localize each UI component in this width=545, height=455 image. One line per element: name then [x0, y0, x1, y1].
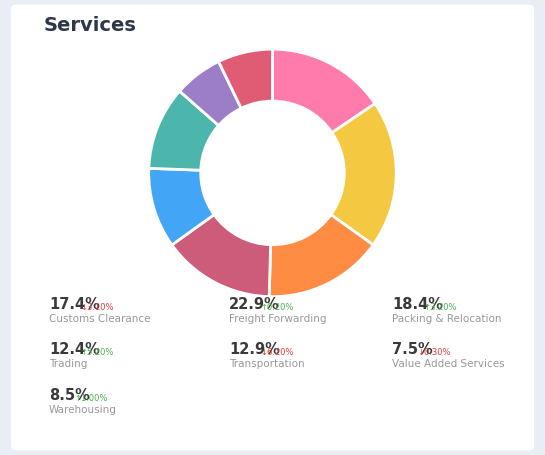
- Wedge shape: [149, 91, 219, 170]
- Text: Customs Clearance: Customs Clearance: [49, 314, 150, 324]
- Text: 18.4%: 18.4%: [392, 297, 444, 312]
- Wedge shape: [269, 215, 373, 297]
- Text: 12.9%: 12.9%: [229, 342, 280, 357]
- Text: ↑1.00%: ↑1.00%: [74, 394, 107, 403]
- Wedge shape: [331, 104, 396, 245]
- Wedge shape: [172, 215, 271, 297]
- Wedge shape: [272, 49, 375, 133]
- Wedge shape: [149, 168, 214, 245]
- Text: ↑3.20%: ↑3.20%: [424, 303, 457, 312]
- Text: 22.9%: 22.9%: [229, 297, 280, 312]
- Wedge shape: [219, 49, 272, 108]
- Text: 8.5%: 8.5%: [49, 388, 90, 403]
- Text: Transportation: Transportation: [229, 359, 305, 369]
- Text: 7.5%: 7.5%: [392, 342, 433, 357]
- Text: Services: Services: [44, 16, 136, 35]
- Text: Packing & Relocation: Packing & Relocation: [392, 314, 502, 324]
- Text: Freight Forwarding: Freight Forwarding: [229, 314, 326, 324]
- Text: 12.4%: 12.4%: [49, 342, 100, 357]
- Text: ↑0.20%: ↑0.20%: [261, 303, 294, 312]
- Wedge shape: [180, 61, 241, 126]
- Text: ↓3.10%: ↓3.10%: [81, 303, 114, 312]
- Text: Warehousing: Warehousing: [49, 405, 117, 415]
- Text: ↑5.20%: ↑5.20%: [81, 348, 114, 357]
- Text: Trading: Trading: [49, 359, 87, 369]
- Text: Value Added Services: Value Added Services: [392, 359, 505, 369]
- Text: ↓6.20%: ↓6.20%: [261, 348, 294, 357]
- Text: 17.4%: 17.4%: [49, 297, 100, 312]
- Text: ↓0.30%: ↓0.30%: [417, 348, 451, 357]
